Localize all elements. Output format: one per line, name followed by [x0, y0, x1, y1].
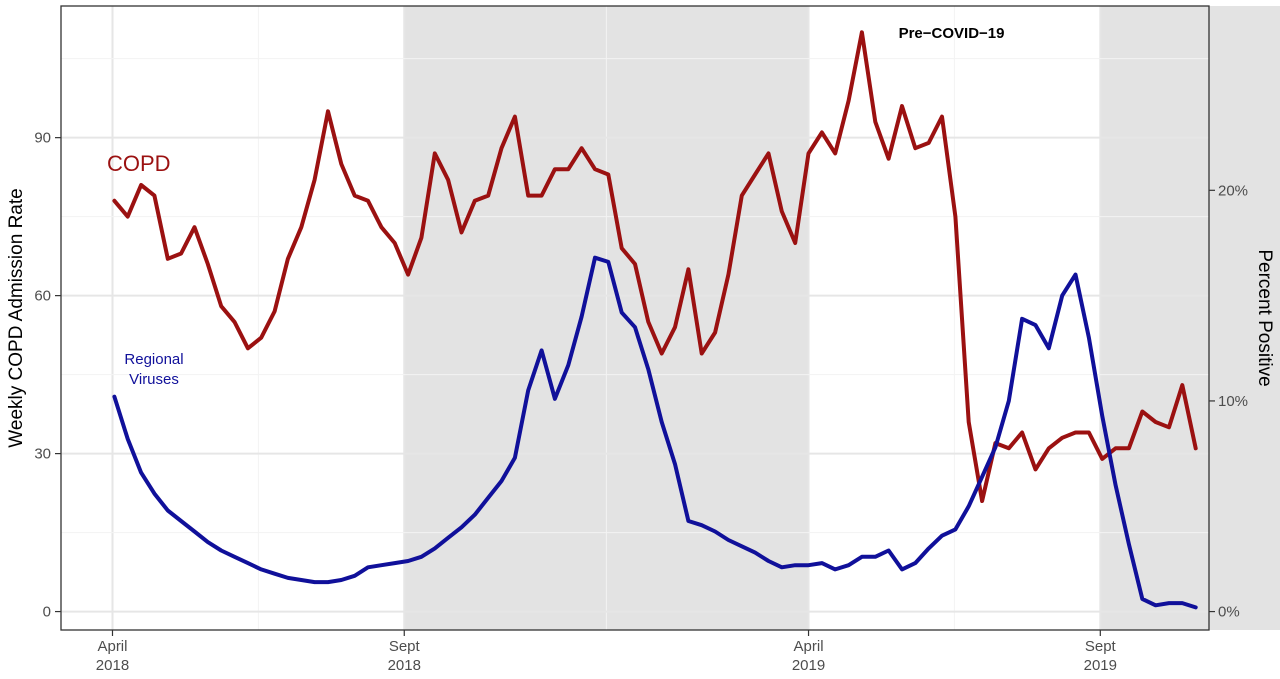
y2-tick-label: 10%: [1218, 393, 1248, 410]
y-axis-title: Weekly COPD Admission Rate: [6, 188, 27, 447]
pre-covid-label: Pre−COVID−19: [899, 25, 1005, 42]
shaded-period-2: [1100, 6, 1280, 630]
y-tick-label: 0: [43, 604, 51, 621]
axes: April2018Sept2018April2019Sept2019April2…: [6, 130, 1275, 674]
copd-series-label: COPD: [107, 151, 171, 176]
copd-series-line: [112, 30, 1198, 503]
y2-axis-title: Percent Positive: [1254, 249, 1275, 386]
y-tick-label: 30: [34, 446, 51, 463]
x-tick-label-year: 2018: [96, 657, 129, 674]
x-tick-label-month: Sept: [389, 638, 421, 655]
shaded-periods: [404, 6, 1280, 630]
regional-viruses-series-label: Regional Viruses: [124, 351, 183, 388]
regional-viruses-series-line: [112, 255, 1198, 610]
x-tick-label-month: Sept: [1085, 638, 1117, 655]
panel-border: [60, 5, 1210, 631]
y-tick-label: 90: [34, 130, 51, 147]
series-lines: [112, 30, 1198, 610]
y-tick-label: 60: [34, 288, 51, 305]
annotation-labels: Pre−COVID−19Post−COVID−19COPDRegionalVir…: [107, 25, 1005, 388]
x-tick-label-year: 2018: [388, 657, 421, 674]
x-tick-label-month: April: [97, 638, 127, 655]
x-tick-label-year: 2019: [792, 657, 825, 674]
x-tick-label-year: 2019: [1084, 657, 1117, 674]
y2-tick-label: 20%: [1218, 182, 1248, 199]
y2-tick-label: 0%: [1218, 604, 1240, 621]
grid-lines: [61, 6, 1209, 630]
x-tick-label-month: April: [794, 638, 824, 655]
